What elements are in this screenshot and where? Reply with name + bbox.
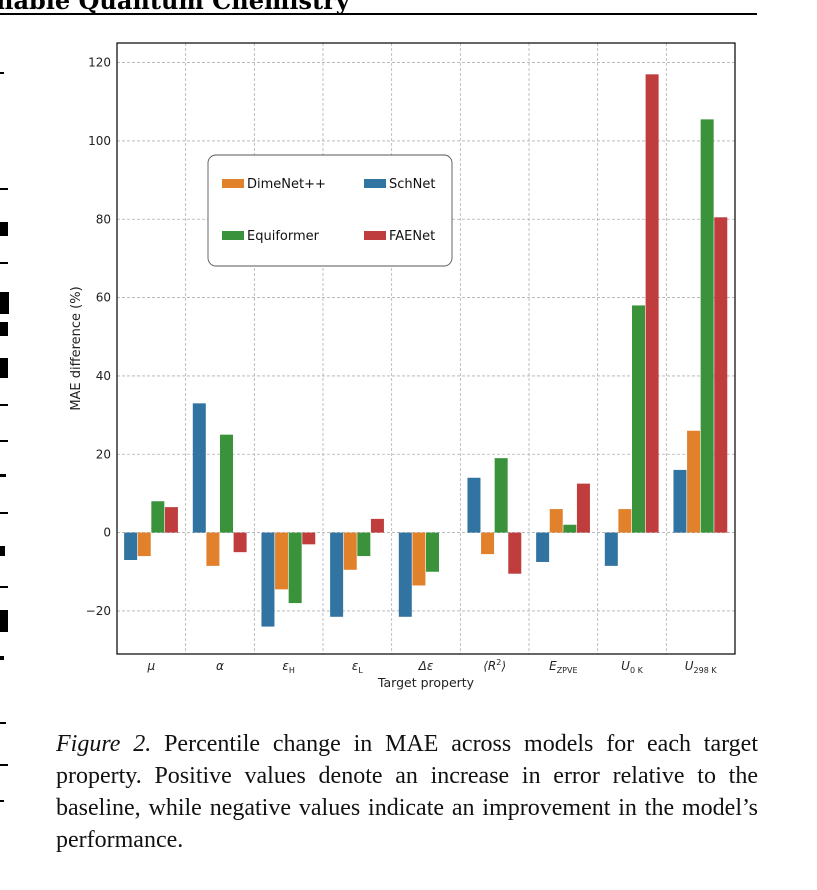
chart-legend: DimeNet++ SchNet Equiformer FAENet: [207, 154, 453, 267]
x-tick-label: EZPVE: [549, 659, 577, 675]
bar-equiformer: [632, 305, 645, 533]
y-tick-label: 20: [96, 447, 111, 461]
bar-dimenet-: [275, 532, 289, 590]
bar-faenet: [714, 217, 728, 533]
bar-equiformer: [357, 532, 371, 557]
mae-difference-bar-chart: −20 0 20 40 60 80 100 120 μ α εH εL Δε ⟨R2⟩ EZPVE U0 K U…: [69, 42, 736, 690]
bar-equiformer: [426, 532, 439, 572]
x-tick-label: U0 K: [621, 659, 643, 675]
y-tick-label: −20: [86, 604, 111, 618]
legend-box: [207, 154, 453, 267]
x-tick-label: ⟨R2⟩: [483, 658, 506, 673]
bar-schnet: [536, 532, 550, 562]
bar-schnet: [124, 532, 138, 560]
legend-label: Equiformer: [247, 229, 320, 244]
bar-schnet: [398, 532, 412, 617]
legend-label: SchNet: [389, 177, 435, 192]
figure-caption-label: Figure 2.: [56, 731, 152, 757]
legend-swatch: [364, 179, 386, 188]
x-tick-label: U298 K: [685, 659, 718, 675]
bar-schnet: [673, 469, 687, 533]
adjacent-column-marks: [0, 72, 9, 802]
bar-equiformer: [700, 119, 714, 533]
y-axis-title: MAE difference (%): [69, 286, 84, 410]
bar-faenet: [508, 532, 522, 574]
bar-dimenet-: [618, 509, 632, 533]
figure-caption: Figure 2. Percentile change in MAE acros…: [56, 728, 758, 856]
bar-equiformer: [288, 532, 302, 604]
legend-label: DimeNet++: [247, 177, 326, 192]
legend-label: FAENet: [389, 229, 435, 244]
x-tick-label: α: [216, 659, 224, 673]
y-tick-label: 60: [96, 291, 111, 305]
y-tick-label: 80: [96, 212, 111, 226]
y-tick-label: 0: [103, 526, 111, 540]
bar-dimenet-: [481, 532, 495, 555]
bar-dimenet-: [412, 532, 426, 586]
y-tick-label: 100: [88, 134, 111, 148]
x-tick-label: εL: [352, 659, 364, 675]
legend-swatch: [222, 231, 244, 240]
x-tick-label: εH: [282, 659, 295, 675]
x-tick-label: Δε: [418, 659, 434, 673]
bar-schnet: [604, 532, 618, 566]
plot-frame: [116, 42, 736, 655]
bar-dimenet-: [137, 532, 151, 557]
legend-swatch: [364, 231, 386, 240]
bar-dimenet-: [549, 509, 563, 533]
legend-swatch: [222, 179, 244, 188]
bar-dimenet-: [206, 532, 220, 566]
bar-equiformer: [151, 501, 165, 533]
bar-equiformer: [220, 434, 233, 533]
header-rule: [0, 13, 757, 15]
bar-faenet: [164, 507, 178, 533]
bar-faenet: [576, 483, 590, 533]
bar-faenet: [370, 518, 384, 533]
page-header-title: nable Quantum Chemistry: [0, 0, 350, 15]
x-tick-label: μ: [147, 659, 156, 673]
bar-schnet: [261, 532, 275, 627]
x-axis-title: Target property: [377, 675, 475, 690]
bar-schnet: [330, 532, 344, 617]
bar-dimenet-: [687, 430, 701, 533]
bar-faenet: [302, 532, 316, 545]
figure-caption-text: Percentile change in MAE across models f…: [56, 731, 758, 853]
bar-faenet: [233, 532, 247, 553]
bar-dimenet-: [343, 532, 357, 570]
bar-schnet: [467, 477, 481, 533]
y-tick-label: 120: [88, 56, 111, 70]
bar-schnet: [192, 403, 206, 533]
bar-equiformer: [563, 524, 577, 533]
bar-equiformer: [494, 458, 508, 533]
y-tick-label: 40: [96, 369, 111, 383]
bar-faenet: [645, 74, 659, 533]
